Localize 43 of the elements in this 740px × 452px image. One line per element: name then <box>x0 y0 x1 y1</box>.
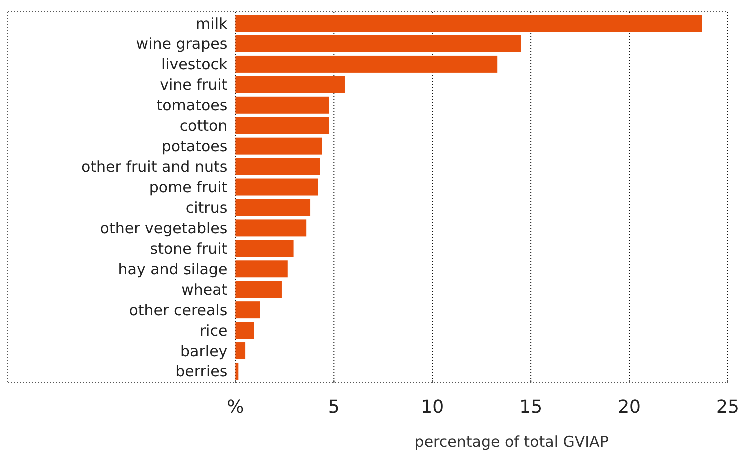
bar <box>236 15 702 32</box>
bar <box>236 281 282 298</box>
bar <box>236 240 294 258</box>
bar <box>236 138 322 155</box>
x-tick-label: 25 <box>716 397 740 418</box>
bar <box>236 96 330 114</box>
bar <box>236 158 320 176</box>
bar <box>236 362 239 380</box>
bar <box>236 342 246 360</box>
y-tick-label: barley <box>180 342 228 360</box>
y-tick-label: other vegetables <box>100 219 228 238</box>
bar <box>236 220 307 237</box>
x-tick-label: % <box>227 397 244 418</box>
y-tick-label: tomatoes <box>156 96 228 115</box>
y-tick-label: other cereals <box>129 301 228 320</box>
y-tick-label: vine fruit <box>160 76 228 94</box>
x-tick-label: 15 <box>520 397 543 418</box>
y-tick-label: pome fruit <box>149 178 228 197</box>
y-tick-label: wine grapes <box>136 35 228 54</box>
bar <box>236 35 522 52</box>
bar <box>236 117 330 134</box>
y-tick-label: milk <box>196 14 228 33</box>
bar <box>236 56 498 73</box>
bar <box>236 260 288 278</box>
y-tick-label: livestock <box>161 56 228 74</box>
y-tick-label: other fruit and nuts <box>81 158 228 176</box>
x-axis-title: percentage of total GVIAP <box>414 433 609 451</box>
bar <box>236 322 254 340</box>
y-tick-label: hay and silage <box>118 260 228 278</box>
bar <box>236 76 345 94</box>
y-tick-label: citrus <box>186 198 228 217</box>
x-tick-label: 5 <box>328 397 340 418</box>
y-tick-label: potatoes <box>162 138 228 156</box>
y-tick-label: wheat <box>182 280 228 299</box>
bar <box>236 302 260 319</box>
x-tick-label: 20 <box>618 397 641 418</box>
y-tick-label: berries <box>176 362 228 381</box>
y-tick-label: rice <box>200 322 228 340</box>
bar <box>236 199 311 216</box>
y-tick-label: stone fruit <box>150 240 228 258</box>
x-tick-label: 10 <box>421 397 444 418</box>
y-tick-label: cotton <box>180 117 228 136</box>
bar <box>236 178 318 196</box>
